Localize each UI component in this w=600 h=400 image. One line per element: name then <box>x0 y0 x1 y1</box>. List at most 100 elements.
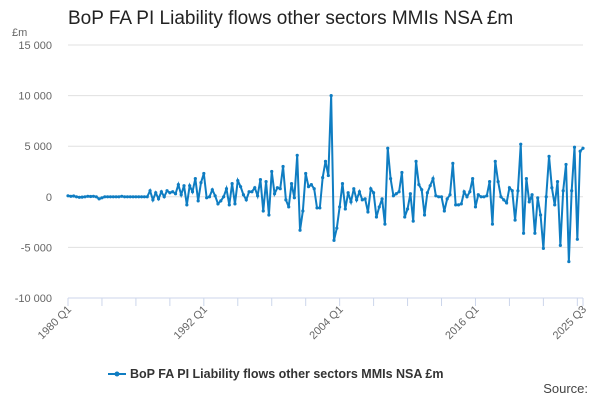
data-point <box>462 190 466 194</box>
data-point <box>145 195 149 199</box>
data-point <box>80 195 84 199</box>
data-point <box>202 171 206 176</box>
data-point <box>216 202 220 206</box>
data-point <box>391 194 396 198</box>
data-point <box>182 184 186 188</box>
data-point <box>355 198 359 202</box>
data-point <box>247 190 251 194</box>
data-point <box>555 180 560 184</box>
data-point <box>117 195 121 199</box>
data-point <box>173 192 178 196</box>
data-point <box>516 189 520 193</box>
data-point <box>210 188 214 192</box>
data-point <box>572 145 577 149</box>
data-point <box>451 161 455 166</box>
data-point <box>420 188 424 192</box>
data-point <box>222 195 226 199</box>
data-point <box>94 195 98 199</box>
x-tick-label: 1980 Q1 <box>36 304 74 342</box>
data-point <box>106 195 110 199</box>
data-point <box>292 196 296 200</box>
data-point <box>408 192 412 196</box>
data-point <box>159 190 163 194</box>
data-point <box>456 203 461 207</box>
x-tick-label: 2025 Q3 <box>551 304 589 342</box>
data-point <box>196 199 200 203</box>
series-line <box>67 95 584 262</box>
data-point <box>83 195 87 199</box>
data-point <box>168 191 172 195</box>
chart-title: BoP FA PI Liability flows other sectors … <box>68 8 514 29</box>
data-point <box>253 186 257 190</box>
data-point <box>190 190 195 194</box>
data-point <box>369 187 373 191</box>
data-point <box>575 237 579 241</box>
data-point <box>527 200 531 204</box>
data-point <box>241 193 246 197</box>
data-point <box>332 238 336 242</box>
data-point <box>270 169 274 174</box>
data-point <box>496 180 500 184</box>
data-point <box>233 202 237 206</box>
data-point <box>343 207 347 211</box>
data-point <box>553 203 557 207</box>
data-point <box>154 191 158 195</box>
data-point <box>422 213 427 217</box>
data-point <box>122 195 127 199</box>
data-point <box>306 185 311 189</box>
data-point <box>507 186 512 190</box>
data-point <box>439 195 444 199</box>
data-point <box>437 195 441 199</box>
data-point <box>244 198 248 202</box>
data-point <box>258 177 263 182</box>
data-point <box>301 209 305 213</box>
y-tick-label: 10 000 <box>18 91 52 103</box>
data-point <box>171 190 175 194</box>
data-point <box>255 194 260 198</box>
data-point <box>156 197 161 201</box>
data-point <box>72 194 76 198</box>
data-point <box>86 194 90 198</box>
data-point <box>425 191 429 195</box>
data-point <box>519 142 523 146</box>
data-point <box>550 186 554 190</box>
data-point <box>352 187 356 191</box>
data-point <box>205 196 209 200</box>
data-point <box>459 202 463 206</box>
data-point <box>278 187 282 191</box>
data-point <box>468 190 472 194</box>
data-point <box>428 184 432 188</box>
x-tick-label: 1992 Q1 <box>172 304 210 342</box>
data-point <box>388 176 393 181</box>
data-point <box>97 197 101 201</box>
data-point <box>561 189 565 193</box>
data-point <box>524 176 529 181</box>
data-point <box>431 176 435 181</box>
data-point <box>199 181 203 185</box>
data-point <box>131 195 135 199</box>
y-axis-label: £m <box>12 27 27 39</box>
y-tick-label: 5 000 <box>24 141 52 153</box>
data-point <box>142 195 147 199</box>
data-point <box>219 199 223 203</box>
data-point <box>538 213 543 217</box>
data-point <box>544 195 548 199</box>
legend-label: BoP FA PI Liability flows other sectors … <box>130 367 444 381</box>
data-point <box>295 153 299 157</box>
data-point <box>207 195 212 199</box>
data-point <box>374 215 379 219</box>
data-point <box>485 194 489 198</box>
data-point <box>111 195 115 199</box>
data-point <box>488 180 492 184</box>
data-point <box>541 246 545 251</box>
data-point <box>315 206 319 210</box>
data-point <box>521 231 526 235</box>
data-point <box>383 222 387 226</box>
data-point <box>321 175 325 180</box>
data-point <box>284 198 288 202</box>
data-point <box>108 195 113 199</box>
data-point <box>309 183 313 187</box>
data-point <box>323 159 328 163</box>
data-point <box>454 203 458 207</box>
data-point <box>77 195 81 199</box>
